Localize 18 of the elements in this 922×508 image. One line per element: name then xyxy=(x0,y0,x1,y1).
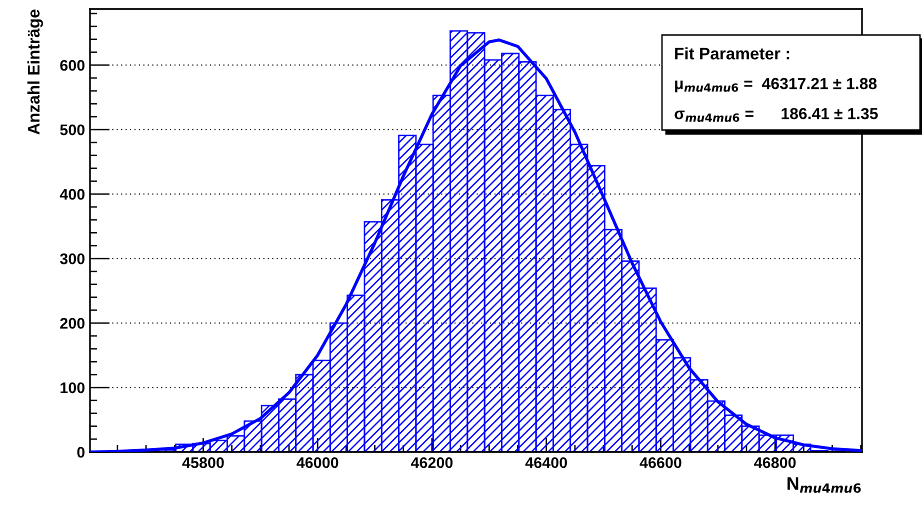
y-tick-label: 400 xyxy=(60,188,85,200)
y-tick-label: 600 xyxy=(60,60,85,71)
x-tick-label: 46600 xyxy=(640,457,682,468)
x-tick-label: 45800 xyxy=(182,457,224,468)
x-tick-label: 46400 xyxy=(525,457,567,468)
y-tick-label: 300 xyxy=(60,253,85,264)
x-tick-label: 46200 xyxy=(410,457,453,468)
y-axis-title: Anzahl Einträge xyxy=(27,10,43,135)
y-tick-label: 500 xyxy=(60,124,85,136)
y-tick-label: 200 xyxy=(60,318,85,329)
annotation: σ$_{mu4mu6}$ = 186.41 ± 1.35 xyxy=(674,108,878,122)
x-tick-label: 46800 xyxy=(754,457,796,468)
x-tick-label: 46000 xyxy=(296,457,338,468)
y-tick-label: 100 xyxy=(60,382,85,394)
y-tick-label: 0 xyxy=(77,446,85,458)
annotation: μ$_{mu4mu6}$ = 46317.21 ± 1.88 xyxy=(675,78,877,92)
annotation: Fit Parameter : xyxy=(675,47,790,60)
x-axis-title: N$_{mu4mu6}$ xyxy=(788,477,861,493)
